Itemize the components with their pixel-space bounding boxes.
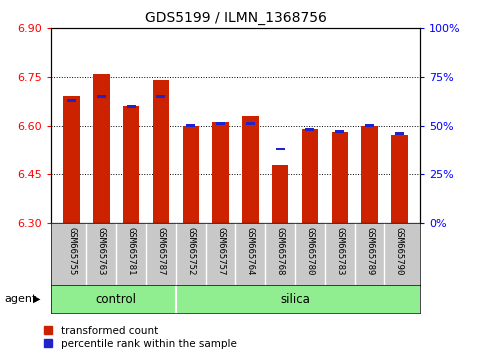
Text: GSM665790: GSM665790 [395, 227, 404, 275]
Bar [242, 116, 258, 223]
Text: GSM665783: GSM665783 [335, 227, 344, 275]
Bar [156, 95, 166, 98]
Text: GSM665755: GSM665755 [67, 227, 76, 275]
Text: agent: agent [5, 294, 37, 304]
Bar [276, 148, 284, 150]
Bar [331, 132, 348, 223]
Text: GSM665789: GSM665789 [365, 227, 374, 275]
Bar [186, 124, 195, 127]
Bar [305, 128, 314, 131]
Bar [216, 122, 225, 125]
Bar [123, 106, 140, 223]
Text: silica: silica [280, 293, 310, 306]
Text: GSM665787: GSM665787 [156, 227, 166, 275]
Legend: transformed count, percentile rank within the sample: transformed count, percentile rank withi… [44, 326, 236, 349]
Bar [365, 124, 374, 127]
Bar [67, 99, 76, 102]
Bar [246, 122, 255, 125]
Text: GSM665757: GSM665757 [216, 227, 225, 275]
Bar [153, 80, 169, 223]
Text: ▶: ▶ [32, 294, 40, 304]
Text: GSM665752: GSM665752 [186, 227, 195, 275]
Bar [93, 74, 110, 223]
Bar [63, 97, 80, 223]
Title: GDS5199 / ILMN_1368756: GDS5199 / ILMN_1368756 [144, 11, 327, 24]
Bar [183, 126, 199, 223]
Text: GSM665768: GSM665768 [276, 227, 284, 275]
Text: GSM665781: GSM665781 [127, 227, 136, 275]
Bar [395, 132, 404, 135]
Text: GSM665764: GSM665764 [246, 227, 255, 275]
Text: control: control [96, 293, 137, 306]
Bar [213, 122, 229, 223]
Bar [97, 95, 106, 98]
Bar [361, 126, 378, 223]
Bar [391, 136, 408, 223]
Text: GSM665763: GSM665763 [97, 227, 106, 275]
Bar [272, 165, 288, 223]
Text: GSM665780: GSM665780 [305, 227, 314, 275]
Bar [127, 105, 136, 108]
Bar [302, 129, 318, 223]
Bar [335, 130, 344, 133]
